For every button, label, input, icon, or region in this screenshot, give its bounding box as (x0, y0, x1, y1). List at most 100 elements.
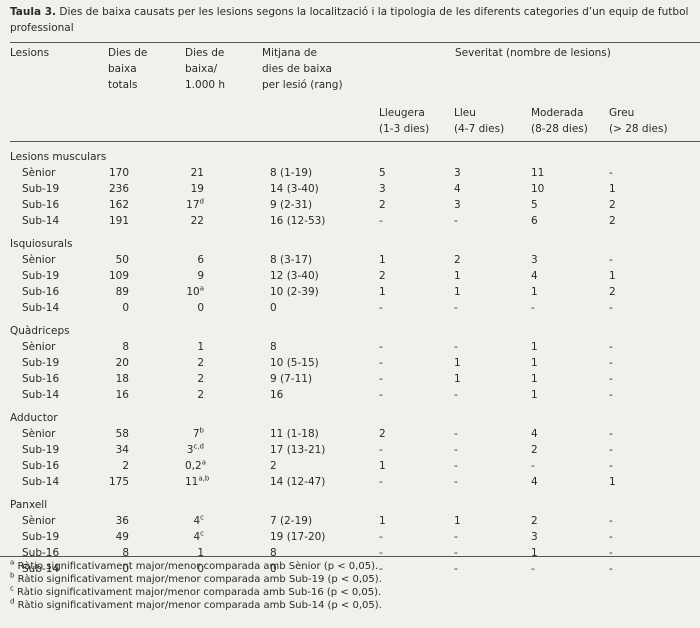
category: Sènior (22, 254, 56, 266)
header-line: baixa/ (185, 63, 218, 75)
cell: 11 (1-18) (270, 428, 319, 440)
caption-label: Taula 3. (10, 6, 57, 18)
data-row: Sènior 8 1 8 - - 1 - (10, 339, 700, 355)
cell: 11a,b (185, 474, 262, 490)
footnotes: a Ràtio significativament major/menor co… (0, 556, 700, 612)
data-row: Sub-14 0 0 0 - - - - (10, 561, 700, 577)
cell: - (609, 254, 613, 266)
header-line: Greu (609, 107, 635, 119)
header-line: Mitjana de (262, 47, 317, 59)
empty-cell (185, 93, 262, 142)
header-line: Lesions (10, 47, 50, 59)
cell: 4 (531, 270, 538, 282)
cell: 14 (3-40) (270, 183, 319, 195)
cell: 19 (17-20) (270, 531, 326, 543)
cell: 1 (197, 547, 204, 559)
category: Sub-16 (22, 460, 60, 472)
cell: 1 (609, 270, 616, 282)
cell: - (609, 428, 613, 440)
cell: 2 (531, 444, 538, 456)
cell: 2 (609, 286, 616, 298)
header-line: baixa (108, 63, 137, 75)
group-row: Adductor (10, 403, 700, 426)
cell: 1 (531, 389, 538, 401)
footnote: d Ràtio significativament major/menor co… (0, 598, 700, 612)
data-row: Sub-19 34 3c,d 17 (13-21) - - 2 - (10, 442, 700, 458)
cell: 8 (122, 547, 129, 559)
cell: 3 (531, 531, 538, 543)
footnote-ref: a,b (198, 474, 210, 483)
cell: 89 (115, 286, 129, 298)
cell: 12 (3-40) (270, 270, 319, 282)
cell: 1 (379, 254, 386, 266)
group-row: Quàdriceps (10, 316, 700, 339)
category: Sub-19 (22, 444, 60, 456)
cell: 2 (609, 199, 616, 211)
group-row: Isquiosurals (10, 229, 700, 252)
cell: 7 (2-19) (270, 515, 313, 527)
header-cell: Severitat (nombre de lesions) (375, 42, 700, 93)
footnote-ref: c (200, 513, 204, 522)
cell: 9 (2-31) (270, 199, 313, 211)
severity-row: Lleugera (1-3 dies) Lleu (4-7 dies) Moderada… (10, 93, 700, 142)
header-line: Lleugera (379, 107, 425, 119)
cell: 2 (454, 254, 461, 266)
header-line: (4-7 dies) (454, 123, 505, 135)
cell: - (609, 389, 613, 401)
data-row: Sub-14 175 11a,b 14 (12-47) - - 4 1 (10, 474, 700, 490)
data-row: Sub-14 191 22 16 (12-53) - - 6 2 (10, 213, 700, 229)
severity-header: Lleu (4-7 dies) (450, 93, 527, 142)
table: Lesions Dies de baixa totals Dies de baixa/1.… (10, 42, 700, 577)
group-name: Panxell (10, 499, 48, 511)
group-name: Lesions musculars (10, 151, 107, 163)
cell: 2 (609, 215, 616, 227)
cell: 17 (13-21) (270, 444, 326, 456)
cell: - (609, 357, 613, 369)
header-line: 1.000 h (185, 79, 226, 91)
severity-header: Moderada (8-28 dies) (527, 93, 605, 142)
header-row: Lesions Dies de baixa totals Dies de baixa/1.… (10, 42, 700, 93)
cell: 4 (531, 428, 538, 440)
header-line: (> 28 dies) (609, 123, 668, 135)
cell: - (379, 341, 383, 353)
data-row: Sènior 170 21 8 (1-19) 5 3 11 - (10, 165, 700, 181)
cell-value: 17 (186, 199, 200, 211)
cell-value: 7 (192, 428, 200, 440)
cell: 10 (5-15) (270, 357, 319, 369)
cell: 4c (185, 529, 262, 545)
cell: 2 (197, 373, 204, 385)
cell: 2 (379, 270, 386, 282)
category: Sub-19 (22, 357, 60, 369)
cell: - (609, 373, 613, 385)
empty-cell (10, 93, 108, 142)
cell: 1 (531, 341, 538, 353)
caption-text: Dies de baixa causats per les lesions se… (10, 6, 689, 34)
cell-value: 3 (186, 444, 194, 456)
footnote: c Ràtio significativament major/menor co… (0, 585, 700, 599)
cell: 9 (7-11) (270, 373, 313, 385)
cell: 16 (12-53) (270, 215, 326, 227)
cell: - (454, 460, 458, 472)
data-row: Sènior 50 6 8 (3-17) 1 2 3 - (10, 252, 700, 268)
footnote-ref: c,d (193, 442, 204, 451)
category: Sub-16 (22, 286, 60, 298)
category: Sub-14 (22, 476, 60, 488)
cell: 19 (190, 183, 204, 195)
cell: 236 (108, 183, 129, 195)
data-row: Sub-14 16 2 16 - - 1 - (10, 387, 700, 403)
cell: 8 (1-19) (270, 167, 313, 179)
empty-cell (108, 93, 185, 142)
cell: - (379, 476, 383, 488)
category: Sènior (22, 428, 56, 440)
cell: - (454, 428, 458, 440)
cell: - (454, 389, 458, 401)
cell: 3 (454, 199, 461, 211)
footnote-ref: a (199, 284, 204, 293)
cell: 16 (270, 389, 284, 401)
cell: 4 (531, 476, 538, 488)
footnote-text: Ràtio significativament major/menor comp… (17, 561, 379, 572)
data-row: Sub-19 20 2 10 (5-15) - 1 1 - (10, 355, 700, 371)
data-row: Sub-19 236 19 14 (3-40) 3 4 10 1 (10, 181, 700, 197)
data-row: Sub-19 109 9 12 (3-40) 2 1 4 1 (10, 268, 700, 284)
data-row: Sub-14 0 0 0 - - - - (10, 300, 700, 316)
